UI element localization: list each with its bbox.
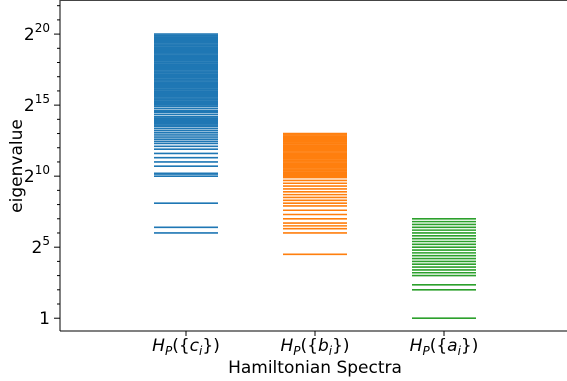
spectrum-series-3	[412, 217, 476, 320]
spectra-bands	[154, 33, 476, 320]
x-tick-label: HP({ci})	[152, 336, 220, 358]
y-tick-label: 25	[32, 234, 50, 258]
y-tick-label: 210	[24, 163, 50, 187]
spectrum-series-2	[283, 132, 347, 256]
y-axis-ticks: 1 25 210 215 220	[24, 5, 60, 329]
y-axis-title: eigenvalue	[7, 119, 27, 213]
x-axis-title: Hamiltonian Spectra	[228, 358, 402, 378]
y-tick-label: 1	[39, 309, 50, 329]
spectrum-series-1	[154, 33, 218, 234]
x-axis-ticks: HP({ci}) HP({bi}) HP({ai})	[152, 331, 478, 358]
y-tick-label: 215	[24, 92, 50, 116]
x-tick-label: HP({ai})	[410, 336, 479, 358]
y-tick-label: 220	[24, 21, 50, 45]
x-tick-label: HP({bi})	[280, 336, 349, 358]
